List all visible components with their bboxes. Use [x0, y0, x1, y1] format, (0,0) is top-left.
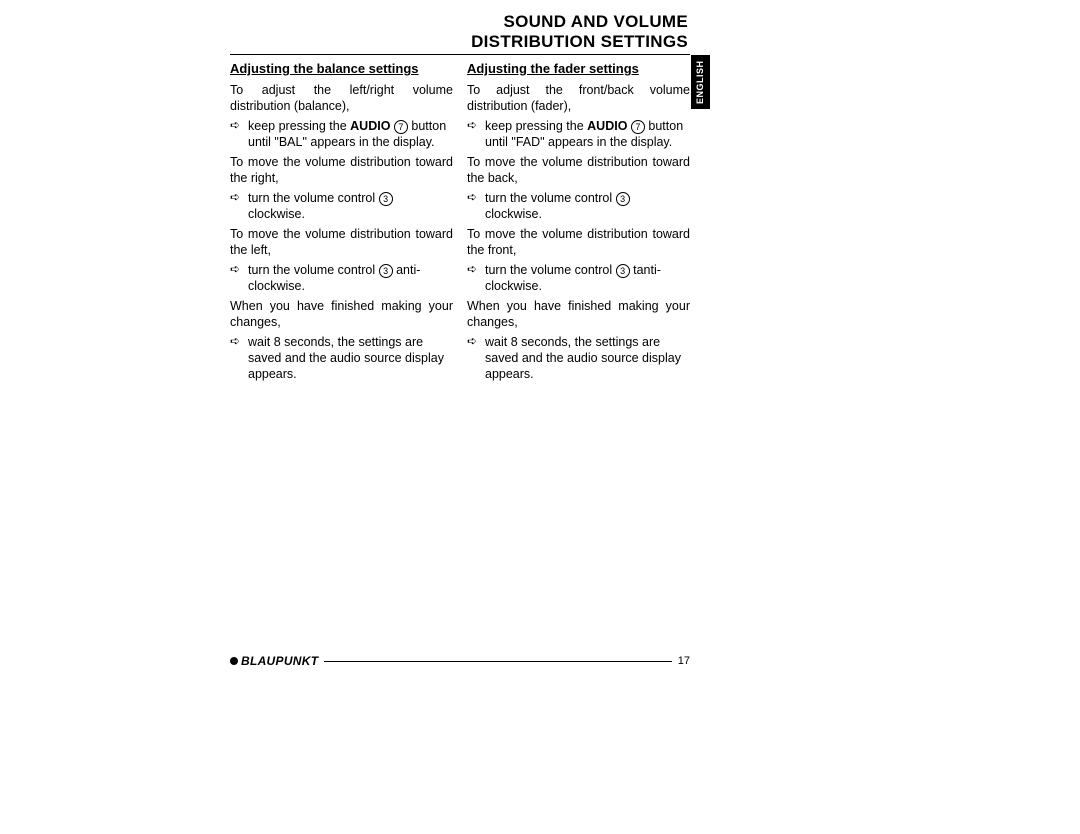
- balance-step-3: ➪ turn the volume control 3 anti-clockwi…: [230, 262, 453, 294]
- step-arrow-icon: ➪: [467, 118, 485, 150]
- fader-step-1: ➪ keep pressing the AUDIO 7 button until…: [467, 118, 690, 150]
- button-ref-3-icon: 3: [379, 192, 393, 206]
- brand-logo: BLAUPUNKT: [230, 654, 318, 668]
- step-1-pre: keep pressing the: [485, 119, 587, 133]
- fader-step-2: ➪ turn the volume control 3 clockwise.: [467, 190, 690, 222]
- step-3a: turn the volume control: [248, 263, 379, 277]
- title-line-1: SOUND AND VOLUME: [230, 12, 688, 32]
- step-arrow-icon: ➪: [467, 190, 485, 222]
- title-rule: [230, 54, 690, 55]
- step-arrow-icon: ➪: [467, 334, 485, 382]
- step-text: turn the volume control 3 clockwise.: [485, 190, 690, 222]
- step-text: wait 8 seconds, the settings are saved a…: [248, 334, 453, 382]
- page-title: SOUND AND VOLUME DISTRIBUTION SETTINGS: [230, 12, 690, 51]
- balance-step-1: ➪ keep pressing the AUDIO 7 button until…: [230, 118, 453, 150]
- button-ref-3-icon: 3: [616, 192, 630, 206]
- step-text: turn the volume control 3 clockwise.: [248, 190, 453, 222]
- step-arrow-icon: ➪: [230, 118, 248, 150]
- audio-label: AUDIO: [350, 119, 390, 133]
- fader-step-4: ➪ wait 8 seconds, the settings are saved…: [467, 334, 690, 382]
- fader-step-3: ➪ turn the volume control 3 tanti-clockw…: [467, 262, 690, 294]
- fader-p4: When you have finished making your chang…: [467, 298, 690, 330]
- brand-dot-icon: [230, 657, 238, 665]
- step-text: turn the volume control 3 tanti-clockwis…: [485, 262, 690, 294]
- step-arrow-icon: ➪: [230, 262, 248, 294]
- language-tab: ENGLISH: [691, 55, 710, 109]
- step-3a: turn the volume control: [485, 263, 616, 277]
- step-arrow-icon: ➪: [230, 190, 248, 222]
- balance-intro: To adjust the left/right volume distribu…: [230, 82, 453, 114]
- brand-text: BLAUPUNKT: [241, 654, 318, 668]
- column-balance: Adjusting the balance settings To adjust…: [230, 61, 453, 386]
- column-fader: Adjusting the fader settings To adjust t…: [467, 61, 690, 386]
- fader-heading: Adjusting the fader settings: [467, 61, 690, 78]
- step-text: wait 8 seconds, the settings are saved a…: [485, 334, 690, 382]
- balance-p3: To move the volume distribution toward t…: [230, 226, 453, 258]
- step-text: turn the volume control 3 anti-clockwise…: [248, 262, 453, 294]
- page-number: 17: [678, 655, 690, 667]
- step-2b: clockwise.: [248, 207, 305, 221]
- footer-rule: [324, 661, 671, 662]
- step-1-pre: keep pressing the: [248, 119, 350, 133]
- step-2a: turn the volume control: [248, 191, 379, 205]
- button-ref-7-icon: 7: [394, 120, 408, 134]
- manual-page: SOUND AND VOLUME DISTRIBUTION SETTINGS E…: [230, 12, 690, 672]
- button-ref-3-icon: 3: [379, 264, 393, 278]
- step-text: keep pressing the AUDIO 7 button until "…: [248, 118, 453, 150]
- balance-p4: When you have finished making your chang…: [230, 298, 453, 330]
- step-arrow-icon: ➪: [467, 262, 485, 294]
- step-2a: turn the volume control: [485, 191, 616, 205]
- balance-step-4: ➪ wait 8 seconds, the settings are saved…: [230, 334, 453, 382]
- balance-heading: Adjusting the balance settings: [230, 61, 453, 78]
- step-arrow-icon: ➪: [230, 334, 248, 382]
- title-line-2: DISTRIBUTION SETTINGS: [230, 32, 688, 52]
- content-columns: Adjusting the balance settings To adjust…: [230, 61, 690, 386]
- page-footer: BLAUPUNKT 17: [230, 654, 690, 668]
- balance-step-2: ➪ turn the volume control 3 clockwise.: [230, 190, 453, 222]
- button-ref-7-icon: 7: [631, 120, 645, 134]
- fader-p3: To move the volume distribution toward t…: [467, 226, 690, 258]
- fader-p2: To move the volume distribution toward t…: [467, 154, 690, 186]
- balance-p2: To move the volume distribution toward t…: [230, 154, 453, 186]
- step-2b: clockwise.: [485, 207, 542, 221]
- step-text: keep pressing the AUDIO 7 button until "…: [485, 118, 690, 150]
- fader-intro: To adjust the front/back volume distribu…: [467, 82, 690, 114]
- button-ref-3-icon: 3: [616, 264, 630, 278]
- audio-label: AUDIO: [587, 119, 627, 133]
